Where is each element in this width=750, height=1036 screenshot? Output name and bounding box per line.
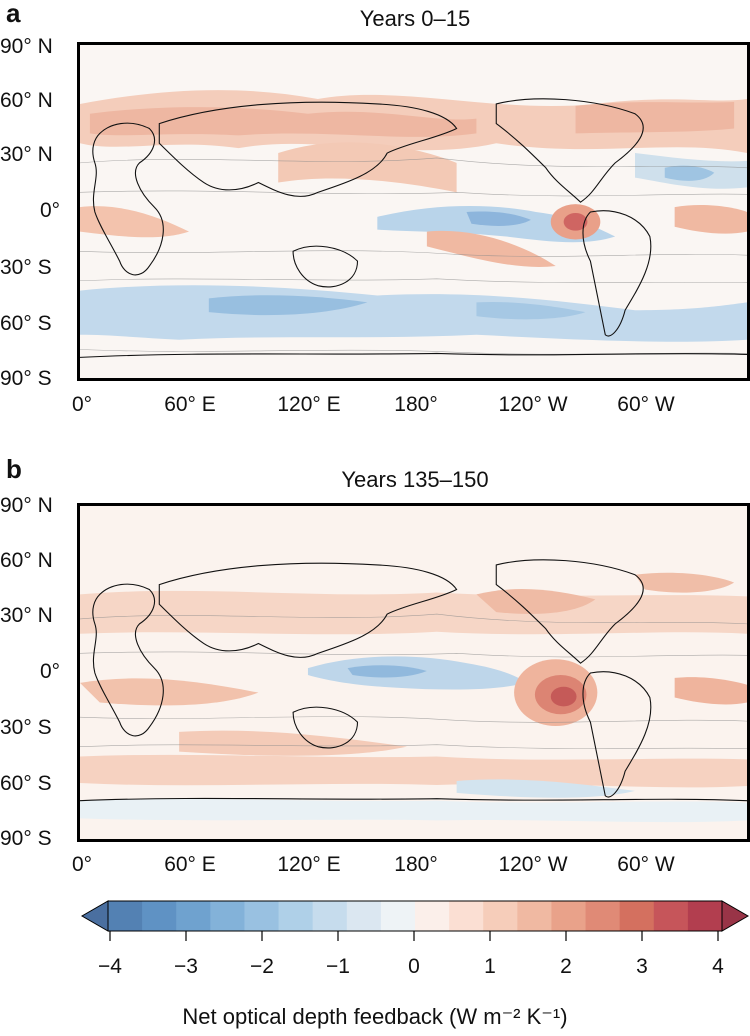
colorbar-swatch — [653, 901, 689, 931]
colorbar-tick-label: 3 — [636, 955, 648, 978]
panel-b-lon-60w: 60° W — [617, 853, 675, 876]
panel-b-lon-180: 180° — [394, 853, 438, 876]
colorbar-swatch — [687, 901, 723, 931]
panel-a-lon-60e: 60° E — [164, 393, 216, 416]
colorbar-swatch — [176, 901, 211, 931]
colorbar — [80, 900, 750, 941]
colorbar-frame — [107, 900, 723, 932]
colorbar-swatch — [517, 901, 552, 931]
panel-b-lon-120w: 120° W — [498, 853, 568, 876]
panel-b-lat-0: 0° — [40, 660, 61, 683]
colorbar-swatch — [142, 901, 177, 931]
colorbar-tick-label: 2 — [560, 955, 572, 978]
panel-a-lon-180: 180° — [394, 393, 438, 416]
colorbar-swatch — [346, 901, 382, 931]
colorbar-swatch — [380, 901, 416, 931]
panel-a-lon-0: 0° — [71, 393, 93, 416]
panel-b-title: Years 135–150 — [341, 467, 489, 492]
colorbar-swatch — [415, 901, 450, 931]
panel-b-letter: b — [6, 454, 22, 484]
panel-b-lat-60s: 60° S — [0, 772, 52, 795]
colorbar-title: Net optical depth feedback (W m⁻² K⁻¹) — [182, 1004, 568, 1029]
panel-a-lat-30n: 30° N — [0, 143, 53, 166]
colorbar-swatch — [278, 901, 314, 931]
panel-b-lon-120e: 120° E — [277, 853, 341, 876]
colorbar-extend-high — [721, 900, 750, 932]
panel-b-lon-0: 0° — [71, 853, 93, 876]
panel-a-lat-60n: 60° N — [0, 89, 53, 112]
panel-a-map — [77, 42, 750, 381]
panel-a-lat-60s: 60° S — [0, 312, 52, 335]
panel-a-lat-0: 0° — [40, 199, 61, 222]
panel-a-lat-90n: 90° N — [0, 35, 53, 58]
panel-a-lon-60w: 60° W — [617, 393, 675, 416]
colorbar-tick-label: −1 — [326, 955, 350, 978]
colorbar-swatch — [312, 901, 348, 931]
panel-a-lon-120e: 120° E — [277, 393, 341, 416]
panel-b-lat-90n: 90° N — [0, 494, 53, 517]
colorbar-swatch — [244, 901, 280, 931]
colorbar-swatch — [210, 901, 245, 931]
panel-b-lat-30s: 30° S — [0, 716, 52, 739]
colorbar-tick-label: 4 — [712, 955, 724, 978]
colorbar-swatch — [108, 901, 143, 931]
panel-b-lat-90s: 90° S — [0, 827, 52, 850]
colorbar-swatch — [551, 901, 587, 931]
panel-b-map — [77, 503, 750, 842]
colorbar-tick-label: −2 — [250, 955, 274, 978]
colorbar-tick-label: −3 — [174, 955, 198, 978]
colorbar-swatch — [619, 901, 655, 931]
colorbar-swatch — [585, 901, 621, 931]
panel-b-lat-30n: 30° N — [0, 604, 53, 627]
colorbar-tick-label: 1 — [484, 955, 496, 978]
panel-a-lat-90s: 90° S — [0, 367, 52, 390]
colorbar-swatch — [483, 901, 518, 931]
panel-a-lat-30s: 30° S — [0, 256, 52, 279]
panel-a-lon-120w: 120° W — [498, 393, 568, 416]
colorbar-swatch — [449, 901, 484, 931]
panel-a-letter: a — [6, 0, 21, 28]
panel-b-lat-60n: 60° N — [0, 549, 53, 572]
colorbar-extend-low — [80, 900, 109, 932]
colorbar-tick-label: 0 — [408, 955, 420, 978]
colorbar-tick-label: −4 — [98, 955, 122, 978]
panel-a-title: Years 0–15 — [359, 6, 471, 31]
panel-b-lon-60e: 60° E — [164, 853, 216, 876]
